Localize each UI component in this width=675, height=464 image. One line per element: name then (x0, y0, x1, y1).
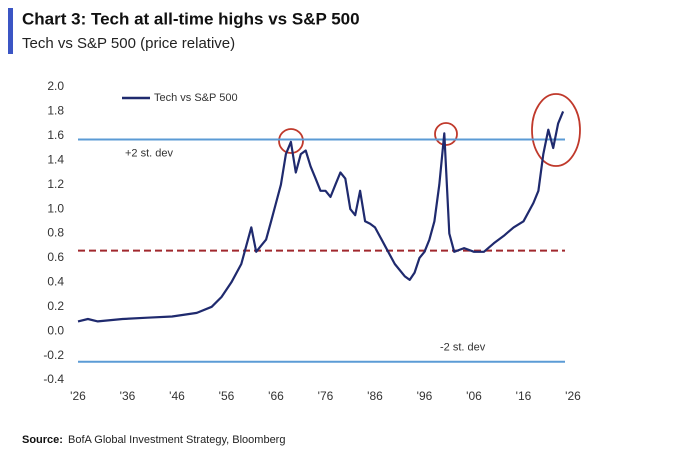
x-tick-label: '46 (169, 389, 185, 403)
title-accent (8, 8, 13, 54)
x-tick-label: '06 (466, 389, 482, 403)
y-tick-label: 1.8 (47, 104, 64, 118)
y-tick-label: 0.2 (47, 299, 64, 313)
y-tick-label: 2.0 (47, 79, 64, 93)
x-tick-label: '26 (565, 389, 581, 403)
x-tick-label: '56 (219, 389, 235, 403)
x-tick-label: '76 (318, 389, 334, 403)
y-tick-label: 0.4 (47, 275, 64, 289)
y-tick-label: -0.2 (43, 348, 64, 362)
highlight-circle (278, 128, 304, 154)
highlight-circle (531, 93, 581, 167)
highlight-circle (434, 122, 458, 146)
y-tick-label: 0.8 (47, 226, 64, 240)
y-tick-label: 0.0 (47, 323, 64, 337)
x-tick-label: '16 (516, 389, 532, 403)
legend-label: Tech vs S&P 500 (154, 92, 238, 104)
y-tick-label: 1.2 (47, 177, 64, 191)
y-tick-label: 1.4 (47, 152, 64, 166)
source-text: BofA Global Investment Strategy, Bloombe… (68, 434, 285, 446)
chart-subtitle: Tech vs S&P 500 (price relative) (22, 35, 235, 52)
y-tick-label: 1.0 (47, 201, 64, 215)
x-tick-label: '96 (417, 389, 433, 403)
y-tick-label: 1.6 (47, 128, 64, 142)
chart-title: Chart 3: Tech at all-time highs vs S&P 5… (22, 9, 360, 28)
x-tick-label: '26 (70, 389, 86, 403)
reference-label: +2 st. dev (125, 147, 174, 159)
y-tick-label: -0.4 (43, 372, 64, 386)
reference-label: -2 st. dev (440, 342, 486, 354)
x-tick-label: '66 (268, 389, 284, 403)
x-tick-label: '36 (120, 389, 136, 403)
y-tick-label: 0.6 (47, 250, 64, 264)
source-label: Source: (22, 434, 63, 446)
series-line (77, 110, 565, 323)
x-tick-label: '86 (367, 389, 383, 403)
